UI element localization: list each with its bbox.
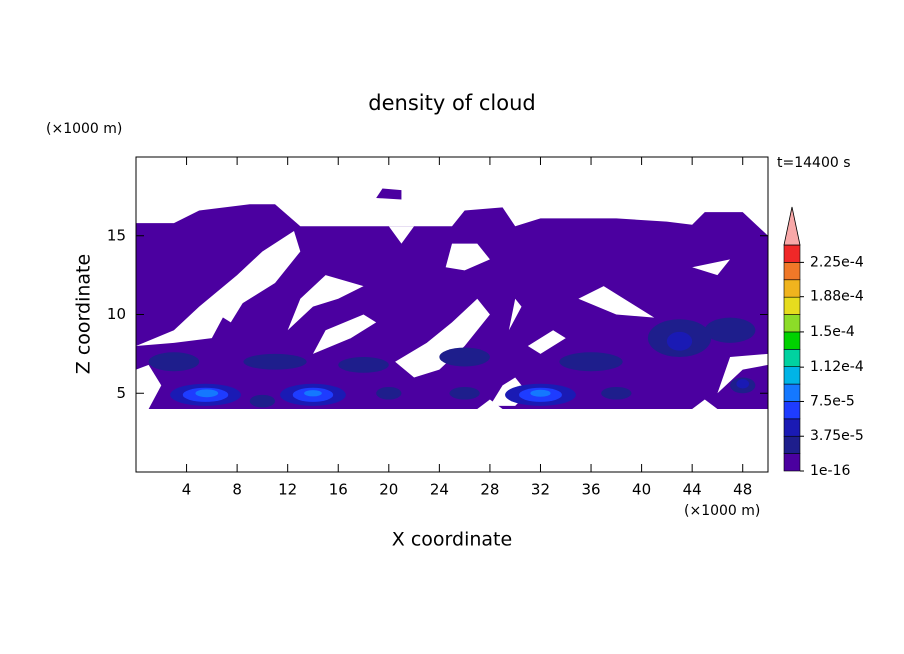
colorbar-extend bbox=[783, 206, 801, 246]
x-tick-label: 20 bbox=[379, 481, 398, 499]
cloud-region bbox=[559, 352, 623, 372]
colorbar-label: 1.12e-4 bbox=[810, 359, 864, 375]
cloud-gap bbox=[218, 290, 244, 323]
colorbar-box bbox=[783, 401, 801, 420]
cloud-gap bbox=[312, 314, 377, 354]
colorbar-box bbox=[783, 453, 801, 472]
colorbar-box bbox=[783, 279, 801, 298]
cloud-region bbox=[338, 357, 389, 373]
colorbar-label: 7.5e-5 bbox=[810, 393, 855, 409]
x-tick-label: 44 bbox=[683, 481, 702, 499]
colorbar-box bbox=[783, 435, 801, 454]
x-tick-label: 40 bbox=[632, 481, 651, 499]
cloud-region bbox=[243, 353, 307, 370]
colorbar-label: 1.88e-4 bbox=[810, 289, 864, 305]
x-tick-label: 4 bbox=[182, 481, 192, 499]
y-tick-label: 15 bbox=[107, 226, 126, 244]
colorbar-box bbox=[783, 383, 801, 402]
x-unit: (×1000 m) bbox=[684, 503, 760, 519]
cloud-region bbox=[666, 331, 693, 351]
colorbar-label: 2.25e-4 bbox=[810, 254, 864, 270]
cloud-region bbox=[601, 386, 632, 400]
cloud-region bbox=[376, 386, 402, 400]
cloud-region bbox=[704, 317, 756, 343]
x-tick-label: 16 bbox=[329, 481, 348, 499]
plot-area: 4 8 12 16 20 24 28 32 36 40 44 48510151e-163.75e-57… bbox=[107, 156, 864, 499]
time-label: t=14400 s bbox=[777, 155, 851, 171]
x-tick-label: 36 bbox=[581, 481, 600, 499]
colorbar-label: 3.75e-5 bbox=[810, 428, 864, 444]
colorbar-box bbox=[783, 262, 801, 281]
cloud-region bbox=[249, 394, 276, 408]
x-tick-label: 24 bbox=[430, 481, 449, 499]
y-tick-label: 5 bbox=[116, 384, 126, 402]
x-tick-label: 12 bbox=[278, 481, 297, 499]
cloud-gap bbox=[508, 298, 522, 331]
cloud-region bbox=[376, 188, 402, 200]
colorbar-box bbox=[783, 366, 801, 385]
cloud-region bbox=[736, 379, 750, 389]
y-tick-label: 10 bbox=[107, 305, 126, 323]
cloud-gap bbox=[578, 286, 655, 318]
x-axis-title: X coordinate bbox=[392, 529, 512, 551]
x-tick-label: 48 bbox=[733, 481, 752, 499]
colorbar-box bbox=[783, 296, 801, 315]
cloud-region bbox=[449, 386, 480, 400]
cloud-gap bbox=[445, 243, 490, 271]
colorbar-box bbox=[783, 314, 801, 333]
cloud-region bbox=[304, 390, 322, 397]
cloud-gap bbox=[136, 364, 162, 409]
cloud-region bbox=[530, 389, 551, 397]
cloud-gap bbox=[136, 231, 301, 346]
cloud-gap bbox=[395, 298, 490, 378]
cloud-gap bbox=[692, 259, 731, 276]
x-tick-label: 32 bbox=[531, 481, 550, 499]
cloud-gap bbox=[287, 275, 364, 331]
colorbar-label: 1e-16 bbox=[810, 463, 850, 479]
colorbar-box bbox=[783, 418, 801, 437]
colorbar-box bbox=[783, 244, 801, 263]
colorbar-box bbox=[783, 331, 801, 350]
colorbar-box bbox=[783, 349, 801, 367]
cloud-region bbox=[148, 352, 200, 372]
contours bbox=[136, 188, 768, 409]
cloud-region bbox=[195, 389, 219, 398]
y-unit: (×1000 m) bbox=[46, 121, 122, 137]
cloud-gap bbox=[527, 330, 566, 354]
x-tick-label: 8 bbox=[232, 481, 242, 499]
cloud-gap bbox=[388, 226, 415, 244]
colorbar-label: 1.5e-4 bbox=[810, 324, 855, 340]
x-tick-label: 28 bbox=[480, 481, 499, 499]
chart-title: density of cloud bbox=[368, 91, 535, 115]
cloud-region bbox=[439, 347, 490, 367]
cloud-gap bbox=[717, 353, 768, 394]
y-axis-title: Z coordinate bbox=[73, 254, 95, 374]
